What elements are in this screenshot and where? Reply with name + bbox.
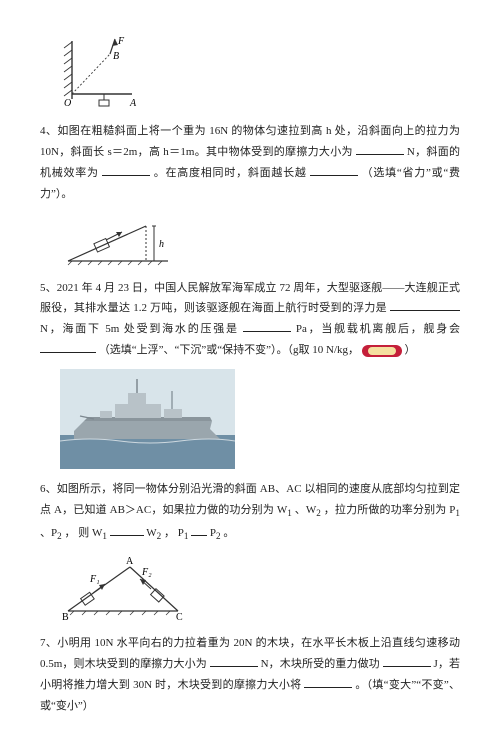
q4-blank-2 bbox=[102, 164, 150, 176]
svg-incline: h bbox=[60, 213, 180, 268]
svg-double-incline: A B C F₁ F₂ bbox=[60, 553, 190, 623]
q6-s7: 1 bbox=[184, 531, 189, 541]
label-h: h bbox=[159, 239, 164, 250]
q6-blank-1 bbox=[110, 524, 144, 536]
q6-blank-2 bbox=[191, 524, 207, 536]
label-F2: F₂ bbox=[141, 567, 152, 578]
question-6: 6、如图所示，将同一物体分别沿光滑的斜面 AB、AC 以相同的速度从底部均匀拉到… bbox=[40, 479, 460, 545]
q6-s8: 2 bbox=[216, 531, 221, 541]
q4-blank-3 bbox=[310, 164, 358, 176]
q6-c: ，拉力所做的功率分别为 P bbox=[324, 504, 456, 516]
svg-ship bbox=[60, 369, 235, 469]
label-A: A bbox=[129, 98, 137, 109]
fig-ship bbox=[60, 369, 460, 469]
q7-blank-3 bbox=[304, 676, 352, 688]
q6-s4: 2 bbox=[57, 531, 62, 541]
q7-blank-2 bbox=[383, 655, 431, 667]
q6-s1: 1 bbox=[287, 508, 292, 518]
svg-wall-lever: F B O A bbox=[60, 36, 150, 111]
q6-e: ， 则 W bbox=[64, 527, 102, 539]
label-C2: C bbox=[176, 612, 183, 623]
label-O: O bbox=[64, 98, 71, 109]
q5-b: N，海面下 5m 处受到海水的压强是 bbox=[40, 323, 239, 335]
q6-b: 、W bbox=[295, 504, 317, 516]
q6-g: ， P bbox=[164, 527, 184, 539]
q4-c: 。在高度相同时，斜面越长越 bbox=[154, 167, 307, 179]
q5-e: ） bbox=[405, 344, 416, 356]
q6-s5: 1 bbox=[102, 531, 107, 541]
q6-d: 、P bbox=[40, 527, 57, 539]
q6-i: 。 bbox=[223, 527, 234, 539]
q4-blank-1 bbox=[356, 143, 404, 155]
q5-c: Pa，当舰载机离舰后，舰身会 bbox=[296, 323, 460, 335]
q7-b: N，木块所受的重力做功 bbox=[261, 658, 380, 670]
q6-s3: 1 bbox=[455, 508, 460, 518]
q5-blank-1 bbox=[390, 299, 460, 311]
label-A2: A bbox=[126, 556, 134, 567]
q6-s2: 2 bbox=[316, 508, 321, 518]
q6-s6: 2 bbox=[157, 531, 162, 541]
q5-d: （选填“上浮”、“下沉”或“保持不变”）。（g取 10 N/kg， bbox=[99, 344, 359, 356]
fig-double-incline: A B C F₁ F₂ bbox=[60, 553, 460, 623]
q7-blank-1 bbox=[210, 655, 258, 667]
q5-blank-3 bbox=[40, 341, 96, 353]
q5-blank-2 bbox=[243, 320, 291, 332]
label-F1: F₁ bbox=[89, 574, 100, 585]
question-4: 4、如图在粗糙斜面上将一个重为 16N 的物体匀速拉到高 h 处，沿斜面向上的拉… bbox=[40, 121, 460, 205]
q6-f: W bbox=[146, 527, 156, 539]
label-B2: B bbox=[62, 612, 69, 623]
fig-wall-lever: F B O A bbox=[60, 36, 460, 111]
fig-incline: h bbox=[60, 213, 460, 268]
question-7: 7、小明用 10N 水平向右的力拉着重为 20N 的木块，在水平长木板上沿直线匀… bbox=[40, 633, 460, 717]
label-B: B bbox=[113, 51, 119, 62]
q5-badge bbox=[362, 345, 402, 357]
question-5: 5、2021 年 4 月 23 日，中国人民解放军海军成立 72 周年，大型驱逐… bbox=[40, 278, 460, 362]
label-F: F bbox=[117, 36, 125, 47]
